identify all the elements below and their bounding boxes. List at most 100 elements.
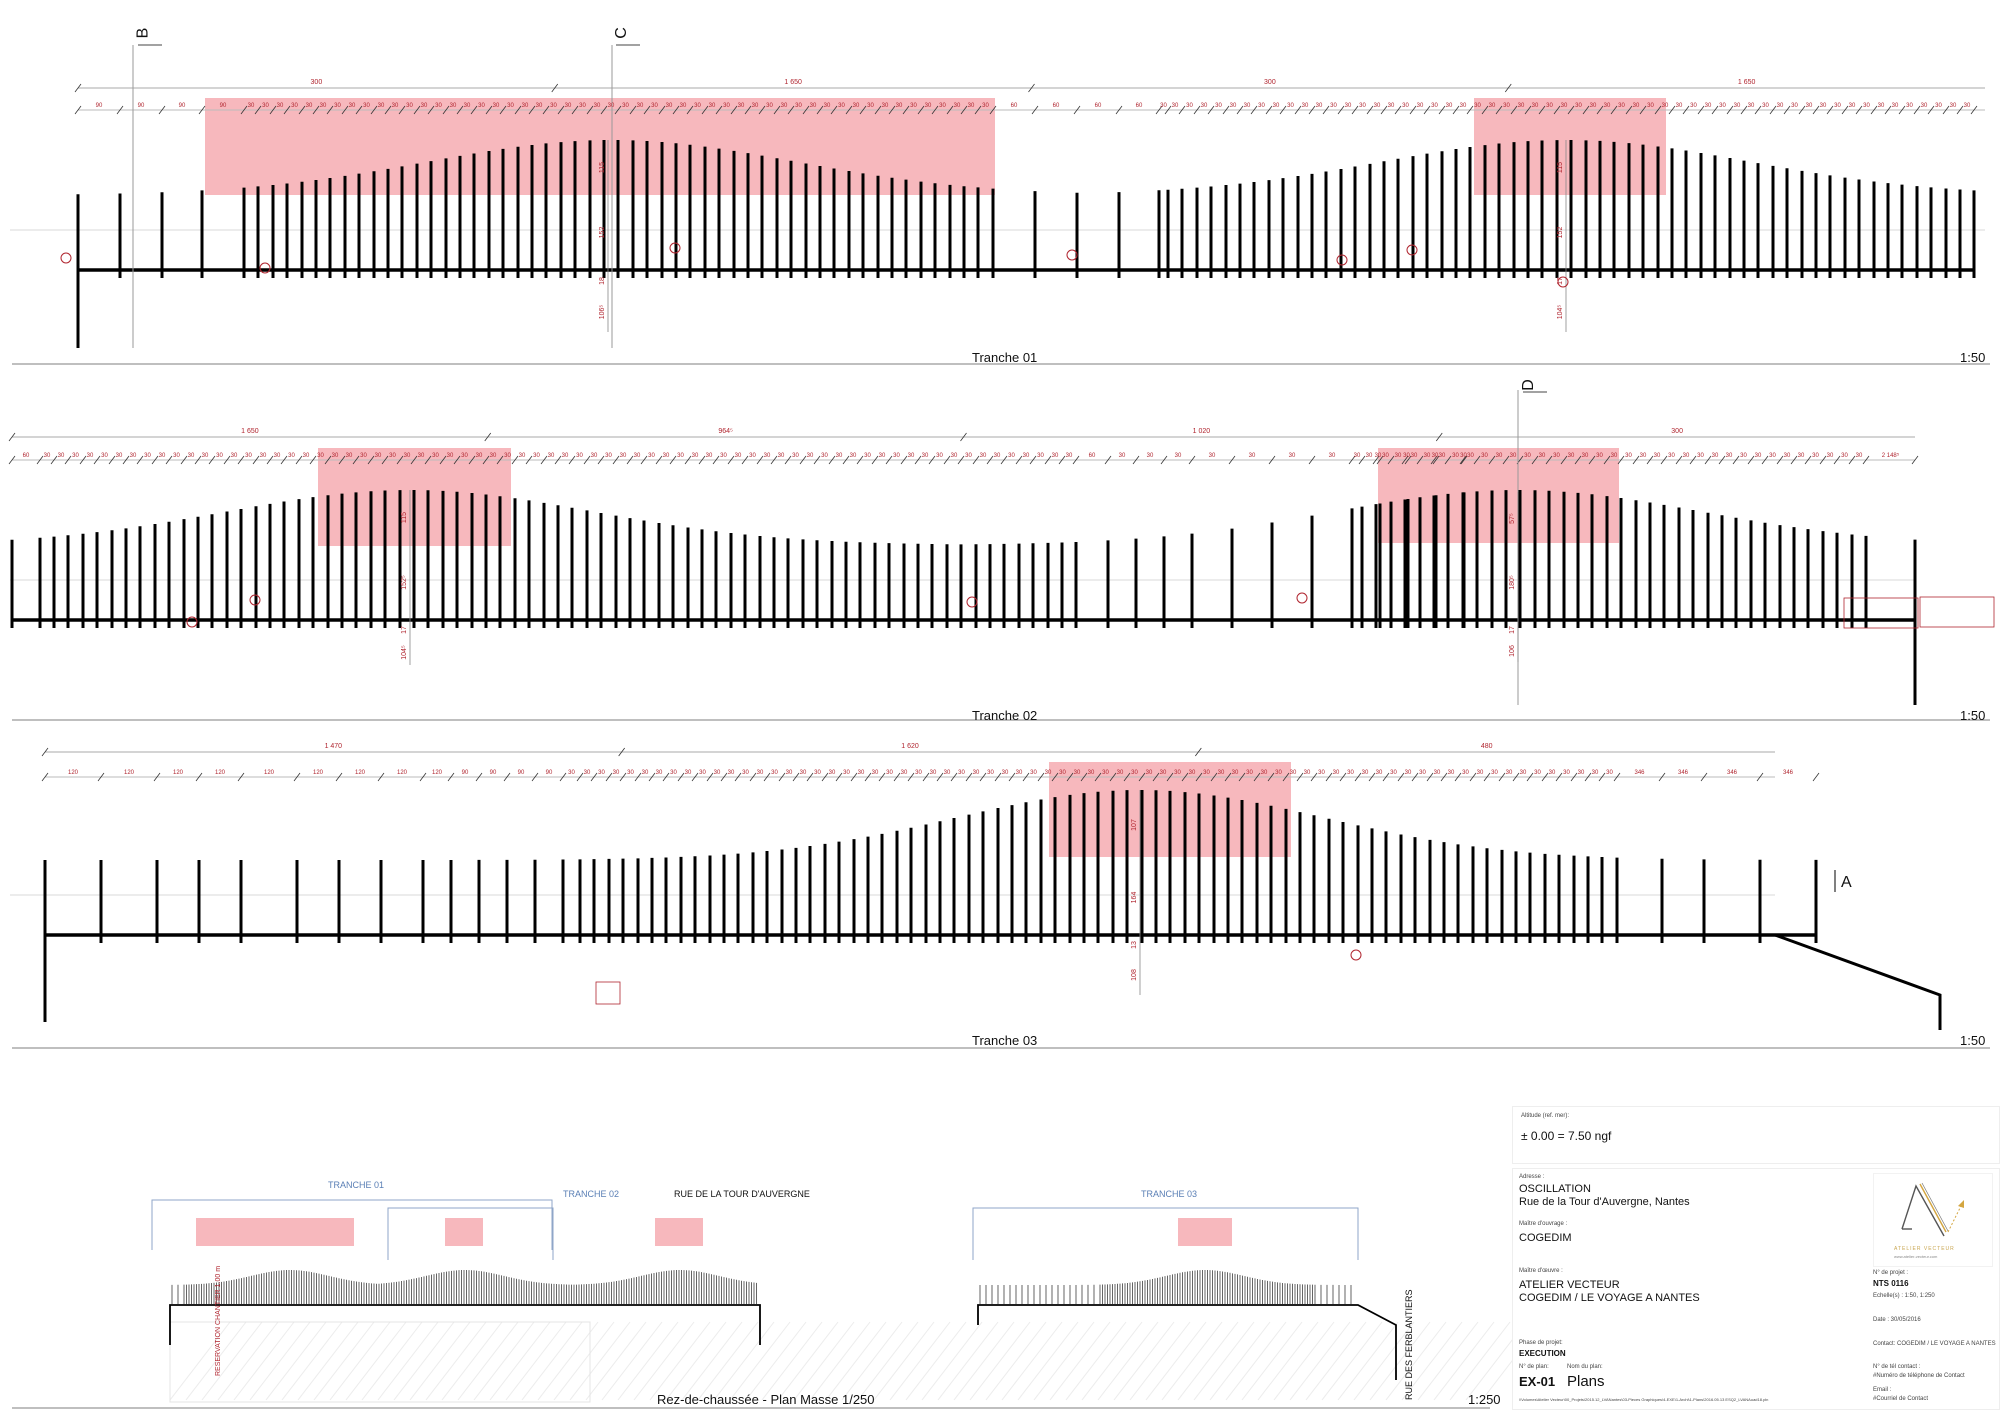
detail-dim-tick — [1029, 455, 1037, 465]
detail-dim-tick — [612, 455, 620, 465]
hatch — [841, 1321, 903, 1401]
detail-dim-label: 30 — [245, 453, 252, 459]
detail-dim-label: 30 — [1023, 453, 1030, 459]
detail-dim-label: 30 — [1403, 453, 1410, 459]
detail-dim-label: 30 — [1892, 103, 1899, 109]
detail-dim-tick — [79, 455, 87, 465]
detail-dim-label: 30 — [1376, 770, 1383, 776]
detail-dim-tick — [878, 772, 886, 782]
detail-dim-label: 30 — [576, 453, 583, 459]
detail-dim-tick — [453, 455, 461, 465]
detail-dim-tick — [377, 772, 385, 782]
detail-dim-label: 30 — [1676, 103, 1683, 109]
detail-dim-tick — [1195, 772, 1203, 782]
detail-dim-tick — [1560, 455, 1568, 465]
email-value: #Courriel de Contact — [1873, 1396, 1929, 1402]
detail-dim-label: 30 — [1654, 453, 1661, 459]
detail-dim-label: 30 — [807, 453, 814, 459]
detail-dim-tick — [413, 105, 421, 115]
detail-dim-label: 30 — [677, 453, 684, 459]
detail-dim-tick — [442, 105, 450, 115]
detail-dim-tick — [1531, 455, 1539, 465]
detail-dim-label: 30 — [288, 453, 295, 459]
detail-dim-tick — [324, 455, 332, 465]
detail-dim-tick — [1416, 455, 1424, 465]
detail-dim-tick — [1322, 105, 1330, 115]
detail-dim-label: 30 — [882, 103, 889, 109]
detail-dim-label: 30 — [1102, 770, 1109, 776]
detail-dim-label: 30 — [144, 453, 151, 459]
detail-dim-tick — [266, 455, 274, 465]
vertical-dim-label: 17 — [1557, 277, 1564, 285]
detail-dim-tick — [1152, 772, 1160, 782]
vertical-dim-label: 104⁵ — [401, 645, 408, 660]
detail-dim-tick — [1058, 455, 1066, 465]
section-marker-b: B — [134, 27, 152, 39]
detail-dim-label: 120 — [313, 770, 324, 776]
detail-dim-label: 30 — [1460, 453, 1467, 459]
detail-dim-label: 30 — [598, 770, 605, 776]
detail-dim-tick — [590, 772, 598, 782]
detail-dim-label: 30 — [1705, 103, 1712, 109]
detail-dim-tick — [559, 772, 567, 782]
survey-marker-icon — [60, 252, 72, 264]
detail-dim-label: 30 — [814, 770, 821, 776]
detail-dim-tick — [1570, 772, 1578, 782]
detail-dim-tick — [1610, 105, 1618, 115]
detail-dim-tick — [821, 772, 829, 782]
detail-dim-label: 30 — [886, 770, 893, 776]
detail-dim-tick — [41, 772, 49, 782]
detail-dim-label: 30 — [1546, 103, 1553, 109]
detail-dim-tick — [1927, 105, 1935, 115]
detail-dim-label: 30 — [404, 453, 411, 459]
detail-dim-label: 30 — [421, 103, 428, 109]
detail-dim-tick — [514, 105, 522, 115]
detail-dim-label: 30 — [432, 453, 439, 459]
address-label: Adresse : — [1519, 1174, 1545, 1180]
detail-dim-label: 60 — [1095, 103, 1102, 109]
detail-dim-label: 30 — [1304, 770, 1311, 776]
detail-dim-tick — [1704, 455, 1712, 465]
detail-dim-tick — [974, 105, 982, 115]
detail-dim-tick — [1812, 772, 1820, 782]
detail-dim-label: 30 — [1374, 103, 1381, 109]
detail-dim-label: 346 — [1678, 770, 1689, 776]
detail-dim-label: 30 — [260, 453, 267, 459]
hatch — [745, 1321, 807, 1401]
detail-dim-label: 30 — [792, 453, 799, 459]
detail-dim-label: 30 — [1481, 453, 1488, 459]
detail-dim-tick — [1044, 455, 1052, 465]
detail-dim-tick — [554, 455, 562, 465]
hatch — [441, 1321, 503, 1401]
plan-fence-rail — [977, 1304, 1397, 1380]
plan-scale: 1:250 — [1468, 1392, 1501, 1407]
detail-dim-tick — [1236, 105, 1244, 115]
detail-dim-label: 30 — [1424, 453, 1431, 459]
detail-dim-tick — [370, 105, 378, 115]
vertical-dim-label: 17 — [401, 626, 408, 634]
hatch — [825, 1321, 887, 1401]
detail-dim-label: 30 — [1841, 453, 1848, 459]
hatch — [489, 1321, 551, 1401]
detail-dim-tick — [1502, 455, 1510, 465]
detail-dim-tick — [108, 455, 116, 465]
detail-dim-tick — [1080, 772, 1088, 782]
detail-dim-label: 30 — [824, 103, 831, 109]
detail-dim-label: 30 — [550, 103, 557, 109]
detail-dim-tick — [1769, 105, 1777, 115]
phase-value: EXECUTION — [1519, 1349, 1566, 1358]
vertical-dim-label: 108 — [1131, 969, 1138, 981]
detail-dim-label: 60 — [1136, 103, 1143, 109]
detail-dim-tick — [1394, 105, 1402, 115]
detail-dim-label: 30 — [478, 103, 485, 109]
detail-dim-tick — [1913, 105, 1921, 115]
detail-dim-tick — [1268, 455, 1276, 465]
altitude-box: Altitude (ref. mer): ± 0.00 = 7.50 ngf — [1512, 1106, 2000, 1164]
vertical-dim-label: 180⁵ — [1509, 575, 1516, 590]
detail-dim-tick — [583, 455, 591, 465]
hatch — [873, 1321, 935, 1401]
tranche-02-scale: 1:50 — [1960, 708, 1986, 723]
detail-dim-label: 60 — [1011, 103, 1018, 109]
plan-label-tranche-03: TRANCHE 03 — [1141, 1189, 1198, 1199]
hatch — [857, 1321, 919, 1401]
